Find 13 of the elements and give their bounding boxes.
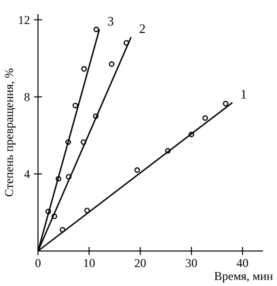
series-label: 1 xyxy=(240,86,247,102)
y-tick-label: 8 xyxy=(24,90,30,104)
x-tick-label: 40 xyxy=(236,256,249,270)
x-tick-label: 30 xyxy=(185,256,198,270)
y-tick-label: 4 xyxy=(24,166,30,181)
x-tick-label: 20 xyxy=(134,256,146,270)
x-axis-title: Время, мин xyxy=(214,269,274,283)
x-tick-label: 10 xyxy=(83,256,96,270)
y-tick-label: 12 xyxy=(18,12,30,27)
x-tick-label: 0 xyxy=(35,256,41,270)
y-axis-title: Степень превращения, % xyxy=(2,68,16,197)
series-label: 3 xyxy=(107,13,114,28)
series-label: 2 xyxy=(139,21,146,36)
